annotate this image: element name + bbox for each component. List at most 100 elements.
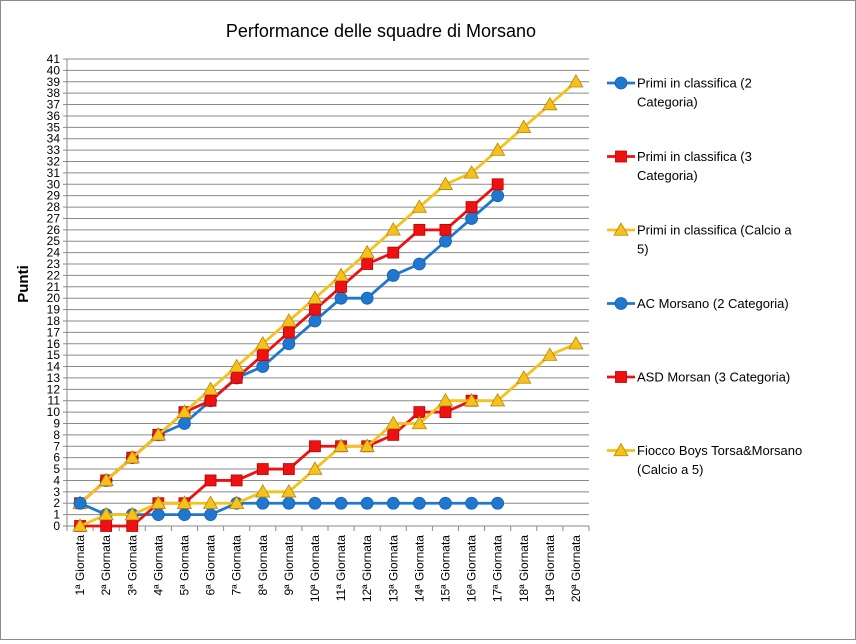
y-tick-label: 29 xyxy=(47,189,61,203)
data-point xyxy=(98,472,114,487)
y-tick-label: 16 xyxy=(47,337,61,351)
data-point xyxy=(204,508,217,522)
y-tick-label: 34 xyxy=(47,132,61,146)
data-point xyxy=(204,474,217,487)
y-tick-label: 37 xyxy=(47,98,61,112)
y-tick-label: 23 xyxy=(47,257,61,271)
data-point xyxy=(359,244,375,259)
data-point xyxy=(282,496,296,510)
data-point xyxy=(309,440,321,453)
x-tick-label: 2ª Giornata xyxy=(99,535,113,596)
data-point xyxy=(255,484,271,498)
data-point xyxy=(491,178,504,191)
data-point xyxy=(72,518,88,532)
y-tick-label: 11 xyxy=(48,394,61,408)
data-point xyxy=(568,73,584,88)
data-point xyxy=(465,201,478,213)
data-point xyxy=(151,508,165,522)
data-point xyxy=(124,449,140,464)
data-point xyxy=(385,222,401,236)
data-point xyxy=(255,335,271,350)
data-point xyxy=(73,496,87,510)
data-point xyxy=(359,438,375,452)
legend-marker xyxy=(614,76,628,90)
y-tick-label: 7 xyxy=(53,439,60,453)
y-tick-label: 0 xyxy=(53,519,60,533)
series-4 xyxy=(73,496,505,522)
legend-marker xyxy=(613,442,629,457)
data-point xyxy=(281,313,297,327)
y-tick-label: 30 xyxy=(47,177,61,191)
data-point xyxy=(178,417,191,430)
y-tick-label: 27 xyxy=(47,211,61,225)
data-point xyxy=(516,119,532,133)
data-point xyxy=(413,223,426,236)
y-tick-label: 13 xyxy=(47,371,61,385)
x-tick-label: 3ª Giornata xyxy=(125,535,139,596)
data-point xyxy=(463,392,480,407)
x-tick-label: 5ª Giornata xyxy=(177,535,191,596)
y-tick-label: 14 xyxy=(47,360,61,374)
y-tick-label: 26 xyxy=(47,223,61,237)
series-line xyxy=(80,399,473,528)
x-tick-label: 17ª Giornata xyxy=(491,535,505,602)
y-tick-label: 36 xyxy=(47,109,61,123)
x-tick-label: 7ª Giornata xyxy=(230,535,244,596)
data-point xyxy=(230,372,243,384)
data-point xyxy=(333,267,349,282)
data-point xyxy=(412,257,426,271)
data-point xyxy=(281,484,297,498)
legend-item: Primi in classifica (Calcio a 5) xyxy=(607,222,792,257)
data-point xyxy=(516,370,532,384)
data-point xyxy=(386,496,400,510)
legend-item: Primi in classifica (3 Categoria) xyxy=(607,149,752,183)
y-tick-label: 22 xyxy=(47,268,61,282)
x-tick-label: 15ª Giornata xyxy=(438,535,452,602)
legend-item: ASD Morsan (3 Categoria) xyxy=(607,370,790,385)
y-tick-label: 15 xyxy=(47,348,61,362)
x-tick-label: 4ª Giornata xyxy=(151,535,165,596)
y-tick-label: 17 xyxy=(47,325,61,339)
data-point xyxy=(439,234,452,248)
data-point xyxy=(307,461,323,475)
data-point xyxy=(282,463,295,475)
chart-title: Performance delle squadre di Morsano xyxy=(226,21,536,41)
legend-label: AC Morsano (2 Categoria) xyxy=(637,296,789,311)
data-point xyxy=(361,258,374,270)
data-point xyxy=(204,394,217,407)
data-point xyxy=(465,212,478,225)
x-tick-label: 6ª Giornata xyxy=(204,535,218,596)
series-3 xyxy=(72,73,584,509)
data-point xyxy=(489,142,506,156)
legend-label: Primi in classifica (Calcio a 5) xyxy=(637,223,792,257)
y-tick-label: 18 xyxy=(47,314,61,328)
gridlines xyxy=(67,58,589,527)
data-point xyxy=(387,428,400,441)
legend-marker xyxy=(615,371,627,383)
y-tick-label: 10 xyxy=(47,405,61,419)
y-tick-label: 33 xyxy=(47,143,61,157)
data-point xyxy=(256,349,269,362)
data-point xyxy=(228,358,245,373)
data-point xyxy=(98,506,114,521)
y-tick-label: 12 xyxy=(47,382,61,396)
legend-marker xyxy=(615,150,627,163)
data-point xyxy=(568,335,584,350)
data-point xyxy=(386,269,400,282)
data-point xyxy=(100,520,113,532)
data-point xyxy=(439,406,452,418)
series-group xyxy=(72,73,584,532)
y-tick-label: 28 xyxy=(47,200,61,214)
legend: Primi in classifica (2 Categoria) Primi in… xyxy=(607,76,802,477)
data-point xyxy=(437,392,454,407)
y-tick-label: 4 xyxy=(53,473,60,487)
x-tick-label: 18ª Giornata xyxy=(517,535,531,602)
legend-label: Primi in classifica (2 Categoria) xyxy=(637,76,752,110)
x-tick-label: 12ª Giornata xyxy=(360,535,374,602)
y-tick-label: 25 xyxy=(47,234,61,248)
legend-label: Fiocco Boys Torsa&Morsano (Calcio a 5) xyxy=(637,443,802,477)
y-tick-label: 40 xyxy=(47,63,61,77)
data-point xyxy=(334,291,348,305)
data-point xyxy=(308,496,322,510)
